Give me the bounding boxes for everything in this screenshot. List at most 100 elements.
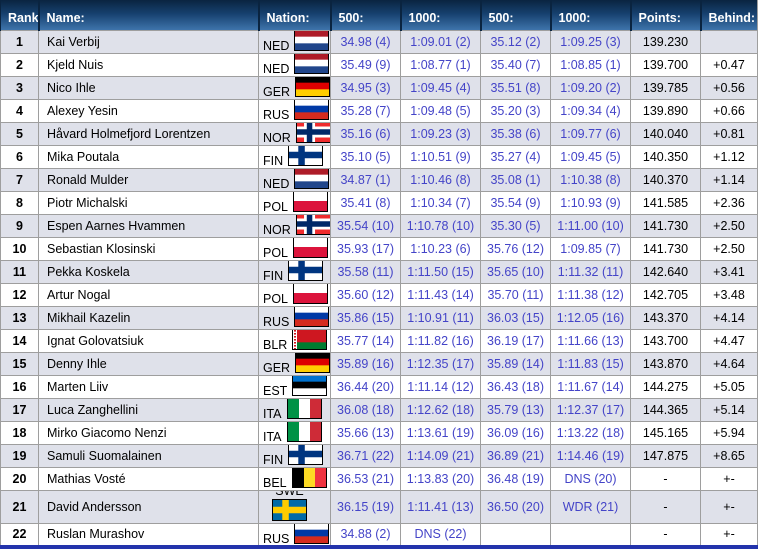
time-link[interactable]: 1:09.85 (7) (560, 241, 621, 256)
time-link[interactable]: 1:09.45 (4) (410, 80, 471, 95)
time-link[interactable]: 1:11.83 (15) (557, 356, 624, 371)
time-500-second-cell: 35.79 (13) (480, 397, 551, 422)
time-link[interactable]: 1:09.77 (6) (560, 126, 621, 141)
time-link[interactable]: 35.28 (7) (340, 103, 391, 118)
time-link[interactable]: 35.58 (11) (337, 264, 394, 279)
time-link[interactable]: 1:11.00 (10) (557, 218, 624, 233)
time-link[interactable]: 35.77 (14) (337, 333, 394, 348)
time-link[interactable]: 1:10.51 (9) (410, 149, 471, 164)
time-link[interactable]: 36.48 (19) (487, 471, 544, 486)
time-link[interactable]: 1:11.32 (11) (557, 264, 624, 279)
time-link[interactable]: 1:11.41 (13) (407, 499, 474, 514)
time-link[interactable]: 1:09.01 (2) (410, 34, 471, 49)
time-link[interactable]: 1:09.45 (5) (560, 149, 621, 164)
time-link[interactable]: 36.08 (18) (337, 402, 394, 417)
time-link[interactable]: 1:14.09 (21) (406, 448, 475, 463)
time-link[interactable]: 35.40 (7) (490, 57, 541, 72)
time-link[interactable]: 1:08.77 (1) (410, 57, 471, 72)
nation-code: GER (263, 85, 291, 99)
time-link[interactable]: 35.30 (5) (490, 218, 541, 233)
time-link[interactable]: 35.16 (6) (340, 126, 391, 141)
time-link[interactable]: 35.93 (17) (337, 241, 394, 256)
time-link[interactable]: 36.43 (18) (487, 379, 544, 394)
time-1000-second-cell: DNS (20) (550, 466, 631, 491)
time-link[interactable]: 34.87 (1) (340, 172, 391, 187)
time-link[interactable]: 36.44 (20) (337, 379, 394, 394)
rank-cell: 13 (0, 305, 39, 330)
time-link[interactable]: 35.38 (6) (490, 126, 541, 141)
time-link[interactable]: 34.95 (3) (340, 80, 391, 95)
time-link[interactable]: 1:14.46 (19) (556, 448, 625, 463)
time-1000-second-cell: 1:10.38 (8) (550, 167, 631, 192)
time-link[interactable]: 1:10.93 (9) (560, 195, 621, 210)
time-link[interactable]: 35.66 (13) (337, 425, 394, 440)
time-link[interactable]: 34.88 (2) (340, 527, 391, 541)
time-link[interactable]: 1:11.82 (16) (407, 333, 474, 348)
time-link[interactable]: 35.65 (10) (487, 264, 544, 279)
time-link[interactable]: 1:09.23 (3) (410, 126, 471, 141)
time-link[interactable]: 1:12.62 (18) (406, 402, 475, 417)
nation-wrap: FIN (260, 261, 330, 282)
time-link[interactable]: 36.03 (15) (487, 310, 544, 325)
time-link[interactable]: 1:11.43 (14) (407, 287, 474, 302)
time-link[interactable]: 1:12.05 (16) (556, 310, 625, 325)
time-link[interactable]: 1:10.23 (6) (410, 241, 471, 256)
time-link[interactable]: 35.76 (12) (487, 241, 544, 256)
time-link[interactable]: 35.08 (1) (490, 172, 541, 187)
rank-cell: 12 (0, 282, 39, 307)
time-link[interactable]: 36.15 (19) (337, 499, 394, 514)
time-link[interactable]: 35.86 (15) (337, 310, 394, 325)
nation-cell: POL (258, 190, 331, 215)
nation-cell: NED (258, 52, 331, 77)
time-link[interactable]: 1:09.48 (5) (410, 103, 471, 118)
time-link[interactable]: 36.71 (22) (337, 448, 394, 463)
time-link[interactable]: 1:10.38 (8) (560, 172, 621, 187)
time-link[interactable]: 1:08.85 (1) (560, 57, 621, 72)
time-link[interactable]: 1:10.46 (8) (410, 172, 471, 187)
time-link[interactable]: 36.09 (16) (487, 425, 544, 440)
time-link[interactable]: 1:13.61 (19) (406, 425, 475, 440)
time-link[interactable]: 35.70 (11) (487, 287, 544, 302)
time-link[interactable]: 1:10.78 (10) (406, 218, 475, 233)
time-link[interactable]: 1:11.14 (12) (407, 379, 474, 394)
time-link[interactable]: 1:11.50 (15) (407, 264, 474, 279)
time-link[interactable]: 1:09.20 (2) (560, 80, 621, 95)
time-link[interactable]: 36.53 (21) (337, 471, 394, 486)
skater-name-cell: Kjeld Nuis (38, 52, 259, 77)
time-link[interactable]: 1:10.34 (7) (410, 195, 471, 210)
time-link[interactable]: 1:09.25 (3) (560, 34, 621, 49)
time-link[interactable]: 35.79 (13) (487, 402, 544, 417)
time-link[interactable]: 35.12 (2) (490, 34, 541, 49)
time-link[interactable]: 35.51 (8) (490, 80, 541, 95)
time-link[interactable]: 1:10.91 (11) (407, 310, 474, 325)
time-link[interactable]: 36.19 (17) (487, 333, 544, 348)
time-500-first-cell: 35.58 (11) (330, 259, 401, 284)
time-link[interactable]: 35.54 (9) (490, 195, 541, 210)
time-link[interactable]: 35.20 (3) (490, 103, 541, 118)
time-link[interactable]: DNS (20) (564, 471, 617, 486)
time-link[interactable]: 1:12.35 (17) (406, 356, 475, 371)
time-link[interactable]: 35.54 (10) (337, 218, 394, 233)
time-1000-first-cell: 1:10.78 (10) (400, 213, 481, 238)
time-link[interactable]: 35.60 (12) (337, 287, 394, 302)
time-link[interactable]: 1:13.22 (18) (556, 425, 625, 440)
time-link[interactable]: 35.41 (8) (340, 195, 391, 210)
time-link[interactable]: 36.50 (20) (487, 499, 544, 514)
time-link[interactable]: 1:11.38 (12) (557, 287, 624, 302)
time-link[interactable]: 1:11.66 (13) (557, 333, 624, 348)
time-link[interactable]: 35.49 (9) (340, 57, 391, 72)
time-link[interactable]: 1:09.34 (4) (560, 103, 621, 118)
time-link[interactable]: 1:13.83 (20) (406, 471, 475, 486)
time-link[interactable]: 35.89 (14) (487, 356, 544, 371)
time-link[interactable]: 1:12.37 (17) (556, 402, 625, 417)
time-link[interactable]: DNS (22) (414, 527, 467, 541)
time-link[interactable]: 35.89 (16) (337, 356, 394, 371)
time-link[interactable]: 36.89 (21) (487, 448, 544, 463)
time-link[interactable]: 1:11.67 (14) (557, 379, 624, 394)
time-link[interactable]: 34.98 (4) (340, 34, 391, 49)
rank-cell: 10 (0, 236, 39, 261)
time-500-second-cell: 35.40 (7) (480, 52, 551, 77)
time-link[interactable]: 35.10 (5) (340, 149, 391, 164)
time-link[interactable]: 35.27 (4) (490, 149, 541, 164)
time-link[interactable]: WDR (21) (562, 499, 619, 514)
